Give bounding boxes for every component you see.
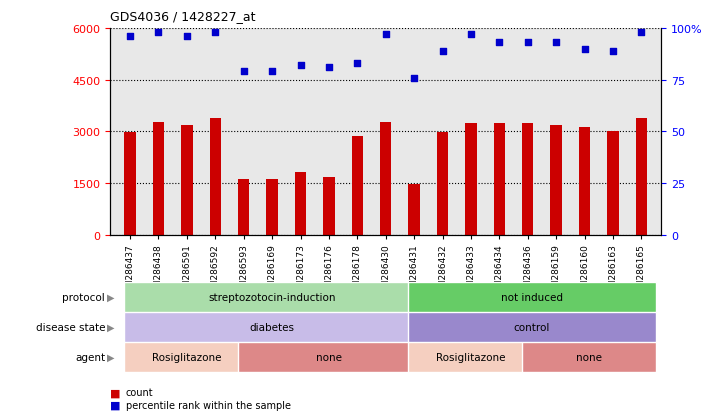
Point [408, 75, 419, 82]
Bar [124, 312, 419, 342]
Bar [181, 126, 193, 235]
Bar [124, 342, 250, 372]
Point [153, 30, 164, 36]
Bar [607, 132, 619, 235]
Point [267, 69, 278, 76]
Bar [437, 132, 448, 235]
Bar [238, 342, 419, 372]
Bar [636, 119, 647, 235]
Text: ▶: ▶ [107, 352, 114, 362]
Bar [408, 342, 533, 372]
Point [437, 48, 448, 55]
Bar [522, 124, 533, 235]
Bar [579, 128, 590, 235]
Bar [210, 119, 221, 235]
Text: GDS4036 / 1428227_at: GDS4036 / 1428227_at [110, 10, 256, 23]
Text: diabetes: diabetes [250, 322, 294, 332]
Bar [408, 282, 656, 312]
Text: control: control [514, 322, 550, 332]
Point [607, 48, 619, 55]
Text: ▶: ▶ [107, 322, 114, 332]
Text: Rosiglitazone: Rosiglitazone [152, 352, 222, 362]
Bar [324, 177, 335, 235]
Bar [352, 136, 363, 235]
Text: ▶: ▶ [107, 292, 114, 302]
Bar [408, 184, 419, 235]
Point [352, 61, 363, 67]
Point [636, 30, 647, 36]
Bar [522, 342, 656, 372]
Bar [465, 124, 476, 235]
Bar [124, 282, 419, 312]
Bar [238, 179, 250, 235]
Point [210, 30, 221, 36]
Bar [267, 179, 278, 235]
Point [238, 69, 250, 76]
Point [493, 40, 505, 47]
Text: count: count [126, 387, 154, 397]
Text: ■: ■ [110, 400, 121, 410]
Point [522, 40, 533, 47]
Bar [550, 126, 562, 235]
Text: none: none [316, 352, 342, 362]
Text: not induced: not induced [501, 292, 563, 302]
Bar [408, 312, 656, 342]
Point [579, 46, 590, 53]
Text: protocol: protocol [63, 292, 105, 302]
Point [295, 63, 306, 69]
Text: percentile rank within the sample: percentile rank within the sample [126, 400, 291, 410]
Text: disease state: disease state [36, 322, 105, 332]
Text: Rosiglitazone: Rosiglitazone [436, 352, 506, 362]
Text: ■: ■ [110, 387, 121, 397]
Text: streptozotocin-induction: streptozotocin-induction [208, 292, 336, 302]
Point [181, 34, 193, 40]
Text: none: none [576, 352, 602, 362]
Point [380, 32, 391, 38]
Bar [153, 123, 164, 235]
Point [465, 32, 476, 38]
Bar [124, 133, 136, 235]
Text: agent: agent [75, 352, 105, 362]
Bar [493, 124, 505, 235]
Point [324, 65, 335, 71]
Point [124, 34, 136, 40]
Point [550, 40, 562, 47]
Bar [295, 173, 306, 235]
Bar [380, 123, 391, 235]
